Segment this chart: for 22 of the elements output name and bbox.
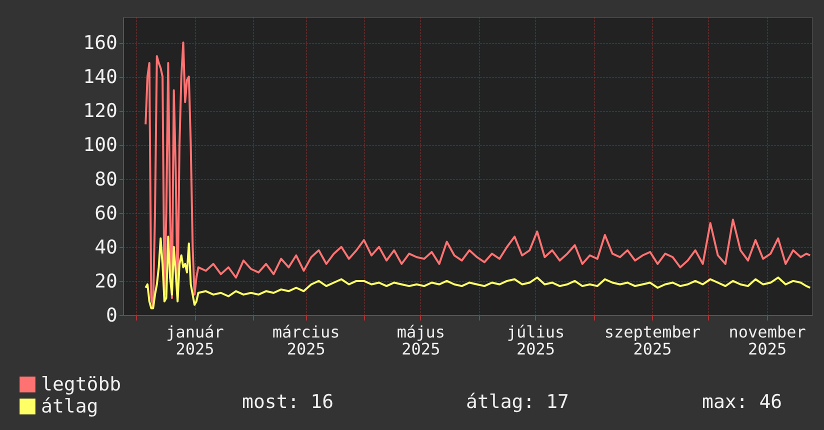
y-tick-label: 140 bbox=[83, 66, 118, 88]
x-tick-label: július 2025 bbox=[506, 322, 565, 358]
x-tick-label: május 2025 bbox=[396, 322, 446, 358]
line-series bbox=[144, 42, 812, 308]
y-tick-label: 20 bbox=[94, 270, 118, 292]
legend-label: átlag bbox=[41, 396, 98, 418]
x-tick-label: november 2025 bbox=[728, 322, 806, 358]
legend-label: legtöbb bbox=[41, 374, 122, 396]
x-tick-label: március 2025 bbox=[272, 322, 340, 358]
y-tick-label: 100 bbox=[83, 134, 118, 156]
text: most: 16 bbox=[242, 391, 334, 413]
y-tick-label: 160 bbox=[83, 32, 118, 54]
y-tick-label: 0 bbox=[106, 304, 118, 326]
x-tick-label: január 2025 bbox=[166, 322, 224, 358]
x-tick-label: szeptember 2025 bbox=[604, 322, 702, 358]
line-series bbox=[144, 236, 812, 310]
y-tick-label: 80 bbox=[94, 168, 118, 190]
y-tick-label: 40 bbox=[94, 236, 118, 258]
text: átlag: 17 bbox=[466, 391, 569, 413]
text: max: 46 bbox=[702, 391, 782, 413]
y-tick-label: 60 bbox=[94, 202, 118, 224]
y-tick-label: 120 bbox=[83, 100, 118, 122]
